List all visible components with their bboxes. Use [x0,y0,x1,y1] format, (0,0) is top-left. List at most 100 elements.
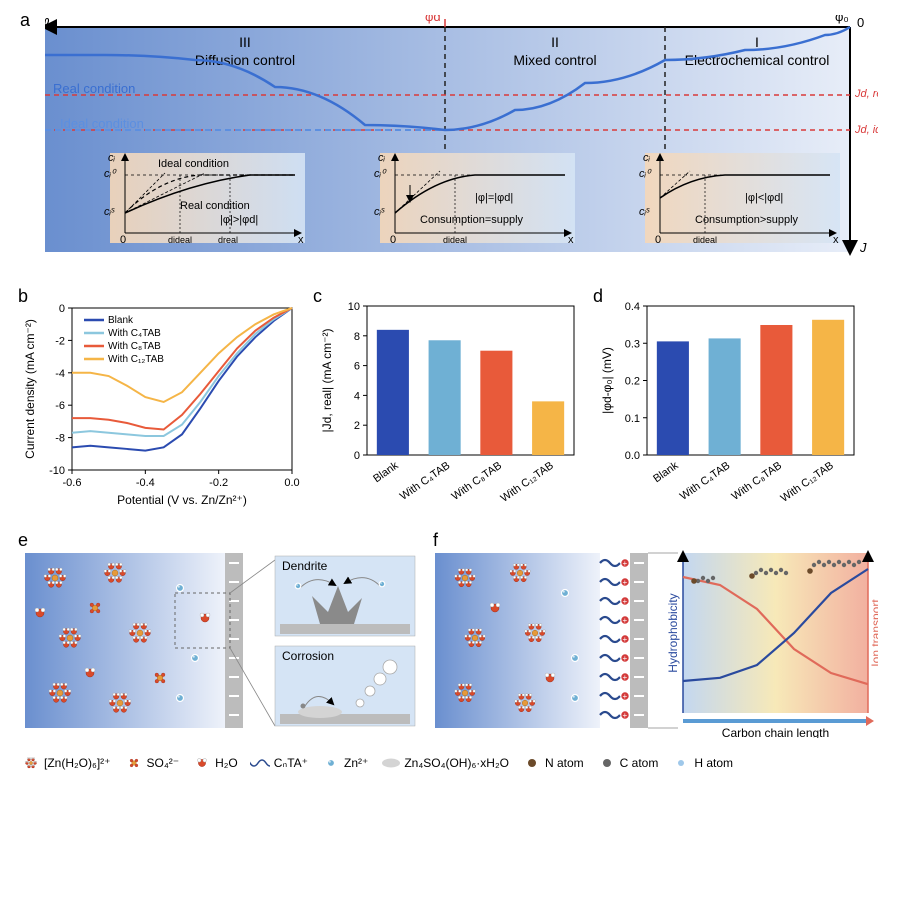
svg-text:With C₄TAB: With C₄TAB [398,460,452,503]
svg-text:-6: -6 [55,400,65,412]
panel-c-svg: 0 2 4 6 8 10 BlankWith C₄TABWith C₈TABWith C₁₂… [315,290,580,510]
svg-text:|φd-φ₀| (mV): |φd-φ₀| (mV) [600,347,614,414]
svg-text:II: II [551,34,559,50]
panel-f-label: f [433,530,438,551]
phi0-label: φ₀ [835,15,849,24]
svg-text:-0.6: -0.6 [63,477,82,489]
svg-text:With C₄TAB: With C₄TAB [678,460,732,503]
svg-text:III: III [239,34,251,50]
svg-text:0: 0 [655,234,661,246]
svg-text:+: + [623,597,628,606]
svg-text:dreal: dreal [218,235,238,245]
legend-label: H₂O [215,756,238,770]
zero-label: 0 [857,15,864,30]
svg-text:4: 4 [354,390,360,402]
figure: a φ φd φ₀ [0,0,898,788]
svg-text:With C₁₂TAB: With C₁₂TAB [499,460,556,505]
svg-text:Mixed control: Mixed control [513,52,596,68]
svg-text:Current density (mA cm⁻²): Current density (mA cm⁻²) [23,319,37,459]
svg-text:+: + [623,654,628,663]
svg-text:With C₈TAB: With C₈TAB [730,460,785,503]
svg-text:-10: -10 [49,465,65,477]
svg-text:10: 10 [348,301,360,313]
J-label: J [859,240,867,255]
svg-text:cᵢˢ: cᵢˢ [104,206,115,218]
mini-plots: cᵢcᵢ⁰cᵢˢx0didealdrealIdeal conditionReal… [104,152,840,246]
phid-label: φd [425,15,441,24]
panel-a-svg: φ φd φ₀ 0 J IIIDiffusion controlIIMixed … [45,15,878,260]
svg-text:+: + [623,711,628,720]
svg-text:|φ|<|φd|: |φ|<|φd| [745,192,783,204]
legend-label: H atom [694,756,733,770]
legend-item: N atom [521,756,584,770]
legend-label: N atom [545,756,584,770]
panel-c: c 0246810BlankWith C₄TABWith C₈TABWith C… [315,290,580,510]
legend-item: SO₄²⁻ [123,756,180,770]
svg-text:Blank: Blank [371,459,401,485]
svg-text:0.3: 0.3 [625,338,640,350]
svg-text:dideal: dideal [443,235,467,245]
legend-row: [Zn(H₂O)₆]²⁺SO₄²⁻H₂O+CₙTA⁺Zn²⁺Zn₄SO₄(OH)… [20,748,878,778]
svg-text:cᵢ⁰: cᵢ⁰ [639,168,652,180]
svg-text:0.0: 0.0 [625,450,640,462]
legend-item: H atom [670,756,733,770]
svg-text:cᵢˢ: cᵢˢ [639,206,650,218]
svg-text:x: x [568,234,574,246]
panel-c-label: c [313,286,322,307]
legend-item: [Zn(H₂O)₆]²⁺ [20,756,111,770]
svg-text:0: 0 [354,450,360,462]
svg-text:8: 8 [354,331,360,343]
svg-text:2: 2 [354,420,360,432]
svg-text:-0.4: -0.4 [136,477,155,489]
panel-e-svg: DendriteCorrosion [20,538,425,738]
legend-item: +CₙTA⁺ [250,756,308,770]
svg-text:cᵢ: cᵢ [378,152,386,164]
svg-text:+: + [623,692,628,701]
legend-item: C atom [596,756,659,770]
svg-text:With C₁₂TAB: With C₁₂TAB [108,354,164,365]
panel-d-svg: 0.00.10.20.30.4BlankWith C₄TABWith C₈TAB… [595,290,860,510]
panel-a-label: a [20,10,30,31]
row-bcd: b -0.6-0.4-0.20.0-10-8-6-4-20BlankWith C… [20,290,878,520]
svg-text:x: x [298,234,304,246]
svg-text:x: x [833,234,839,246]
svg-text:+: + [623,673,628,682]
svg-text:-4: -4 [55,368,65,380]
svg-text:Electrochemical control: Electrochemical control [685,52,830,68]
svg-text:-2: -2 [55,335,65,347]
svg-text:dideal: dideal [168,235,192,245]
svg-text:With C₁₂TAB: With C₁₂TAB [779,460,836,505]
svg-text:0.2: 0.2 [625,376,640,388]
svg-text:+: + [623,635,628,644]
panel-b-svg: -0.6-0.4-0.20.0-10-8-6-4-20BlankWith C₄T… [20,290,300,510]
svg-text:Potential (V vs. Zn/Zn²⁺): Potential (V vs. Zn/Zn²⁺) [117,493,247,507]
svg-text:-8: -8 [55,433,65,445]
panel-b: b -0.6-0.4-0.20.0-10-8-6-4-20BlankWith C… [20,290,300,510]
svg-text:cᵢ⁰: cᵢ⁰ [104,168,117,180]
svg-text:dideal: dideal [693,235,717,245]
legend-item: Zn²⁺ [320,756,368,770]
svg-text:With C₄TAB: With C₄TAB [108,328,161,339]
jd-ideal-label: Jd, ideal [854,124,878,136]
phi-label: φ [45,15,50,28]
svg-text:6: 6 [354,361,360,373]
svg-text:|φ|>|φd|: |φ|>|φd| [220,214,258,226]
svg-text:With C₈TAB: With C₈TAB [450,460,505,503]
svg-text:+: + [623,616,628,625]
svg-text:cᵢ: cᵢ [643,152,651,164]
legend-label: [Zn(H₂O)₆]²⁺ [44,756,111,770]
svg-text:|Jd, real| (mA cm⁻²): |Jd, real| (mA cm⁻²) [320,329,334,433]
svg-text:0: 0 [390,234,396,246]
panel-b-label: b [18,286,28,307]
svg-text:Dendrite: Dendrite [282,559,328,573]
svg-text:+: + [623,578,628,587]
panel-d-label: d [593,286,603,307]
legend-label: C atom [620,756,659,770]
svg-text:Consumption=supply: Consumption=supply [420,214,524,226]
panel-e-label: e [18,530,28,551]
svg-text:-0.2: -0.2 [209,477,228,489]
panel-f-svg: +++++++++HydrophobicityIon transportCarb… [435,538,878,738]
panel-a: a φ φd φ₀ [20,10,878,260]
svg-text:Hydrophobicity: Hydrophobicity [666,593,680,672]
svg-text:cᵢˢ: cᵢˢ [374,206,385,218]
